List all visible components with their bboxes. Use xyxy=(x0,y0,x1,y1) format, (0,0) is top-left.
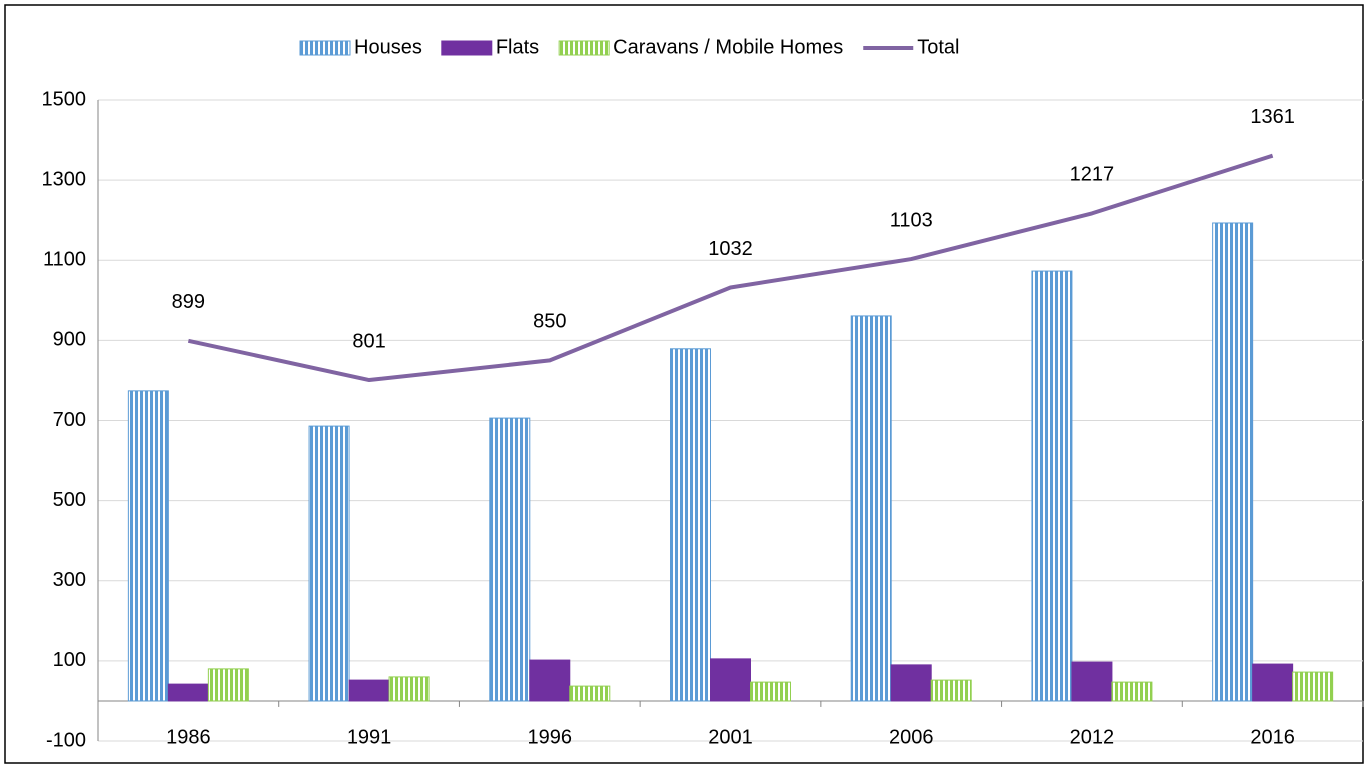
data-label: 1032 xyxy=(708,238,753,260)
bar xyxy=(1111,681,1153,702)
bar xyxy=(670,348,711,702)
bar xyxy=(1031,270,1073,702)
y-tick-label: 700 xyxy=(53,409,86,431)
data-label: 1103 xyxy=(890,209,933,231)
bar xyxy=(207,668,249,702)
x-tick-label: 1996 xyxy=(528,726,573,748)
bar xyxy=(167,683,209,702)
legend-label: Houses xyxy=(354,36,422,58)
y-tick-label: 900 xyxy=(53,329,86,351)
bar xyxy=(388,676,430,702)
legend-swatch xyxy=(558,40,610,56)
bar xyxy=(569,685,611,702)
legend-swatch xyxy=(299,40,351,56)
bar xyxy=(348,679,390,702)
bar xyxy=(1071,661,1113,702)
bar xyxy=(127,390,169,702)
y-tick-label: 100 xyxy=(53,649,86,671)
bar xyxy=(489,417,531,702)
x-tick-label: 2006 xyxy=(889,726,934,748)
bar xyxy=(750,681,791,702)
x-tick-label: 2016 xyxy=(1250,726,1295,748)
bar xyxy=(1252,663,1294,702)
legend-swatch xyxy=(441,40,493,56)
bar xyxy=(710,658,751,702)
x-tick-label: 2012 xyxy=(1070,726,1115,748)
legend-label: Caravans / Mobile Homes xyxy=(613,36,843,58)
y-tick-label: 1300 xyxy=(42,168,87,190)
line xyxy=(187,153,1274,383)
bar xyxy=(308,425,350,702)
legend-label: Flats xyxy=(496,36,539,58)
bar xyxy=(529,659,571,702)
bar xyxy=(1212,222,1254,702)
y-tick-label: 500 xyxy=(53,489,86,511)
x-tick-label: 2001 xyxy=(708,726,753,748)
data-label: 1361 xyxy=(1250,106,1295,128)
x-tick-label: 1986 xyxy=(166,726,211,748)
data-label: 850 xyxy=(533,311,566,333)
data-label: 899 xyxy=(172,291,205,313)
data-label: 801 xyxy=(352,330,385,352)
legend-label: Total xyxy=(917,36,959,58)
bar xyxy=(930,679,972,702)
y-tick-label: 1100 xyxy=(43,249,86,271)
x-tick-label: 1991 xyxy=(347,726,392,748)
bar xyxy=(850,315,892,702)
data-label: 1217 xyxy=(1070,164,1115,186)
bar xyxy=(890,664,932,702)
y-tick-label: 300 xyxy=(53,569,86,591)
y-tick-label: -100 xyxy=(46,729,86,751)
bar xyxy=(1292,671,1334,702)
y-tick-label: 1500 xyxy=(42,88,87,110)
